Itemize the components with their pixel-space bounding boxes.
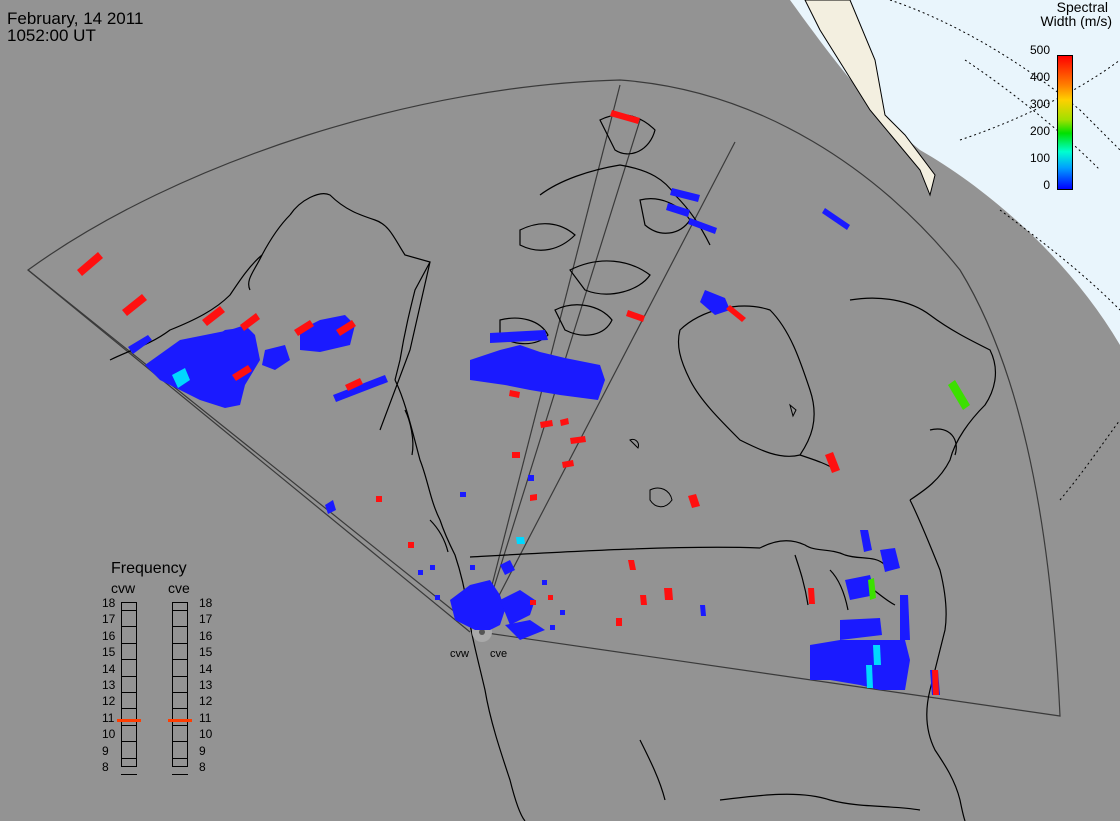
radar-label-west: cvw [450,648,469,660]
frequency-column-cve [172,602,188,767]
frequency-tick-right: 11 [199,710,212,725]
frequency-tick-left: 8 [102,760,109,774]
frequency-tick-left: 10 [102,727,116,742]
frequency-cell-line [172,774,188,775]
frequency-cell-line [121,757,137,759]
colorbar-title-1: Spectral [1056,0,1108,15]
colorbar-tick: 100 [1029,151,1050,165]
frequency-marker-cve [168,719,192,723]
radar-label-east: cve [490,648,508,660]
colorbar-tick: 500 [1029,43,1050,57]
time-label: 1052:00 UT [7,26,96,45]
frequency-tick-right: 17 [199,612,213,627]
frequency-tick-left: 11 [102,710,115,725]
colorbar: Spectral Width (m/s) 500 400 300 200 100… [1010,0,1120,200]
frequency-cell-line [121,774,137,775]
frequency-cell-line [172,741,188,743]
echoes-green [868,380,970,600]
frequency-column-cvw [121,602,137,767]
frequency-cell-line [121,692,137,693]
frequency-title: Frequency [111,560,187,577]
frequency-cell-line [121,659,137,661]
frequency-tick-right: 15 [199,645,213,660]
frequency-cell-line [121,741,137,743]
date-label: February, 14 2011 [7,9,144,28]
frequency-cell-line [121,675,137,677]
frequency-tick-right: 8 [199,760,206,774]
colorbar-title-2: Width (m/s) [1040,13,1112,29]
frequency-tick-left: 14 [102,661,116,676]
frequency-marker-cvw [117,719,141,723]
frequency-cell-line [172,692,188,693]
frequency-tick-left: 9 [102,743,109,758]
radar-site-core [479,629,485,635]
islands [629,403,797,508]
colorbar-tick: 300 [1029,97,1050,111]
frequency-tick-left: 17 [102,612,116,627]
frequency-cell-line [172,757,188,759]
frequency-tick-right: 9 [199,743,206,758]
colorbar-tick: 400 [1029,70,1050,84]
frequency-cell-line [172,642,188,644]
frequency-cell-line [121,708,137,710]
frequency-tick-left: 13 [102,678,116,692]
colorbar-gradient [1057,55,1073,190]
echoes-high-width [77,110,939,695]
frequency-cell-line [172,626,188,628]
frequency-tick-right: 18 [199,596,213,610]
frequency-cell-line [121,610,137,611]
frequency-tick-right: 16 [199,628,213,643]
frequency-cell-line [121,724,137,726]
frequency-cell-line [172,610,188,611]
frequency-tick-right: 12 [199,694,213,709]
frequency-tick-right: 13 [199,678,213,692]
graticule [889,0,1120,501]
frequency-tick-left: 15 [102,645,116,660]
frequency-cell-line [172,724,188,726]
frequency-cell-line [172,659,188,661]
colorbar-tick: 200 [1029,124,1050,138]
frequency-label-cve: cve [168,580,190,596]
frequency-tick-left: 12 [102,694,116,709]
greenland-coast [804,0,936,197]
frequency-cell-line [172,708,188,710]
frequency-tick-left: 18 [102,596,116,610]
frequency-label-cvw: cvw [111,580,136,596]
frequency-tick-right: 14 [199,661,213,676]
echoes-mid-width [172,368,881,688]
frequency-cell-line [172,675,188,677]
colorbar-tick: 0 [1043,178,1050,192]
frequency-tick-right: 10 [199,727,213,742]
frequency-tick-left: 16 [102,628,116,643]
frequency-cell-line [121,626,137,628]
frequency-cell-line [121,642,137,644]
